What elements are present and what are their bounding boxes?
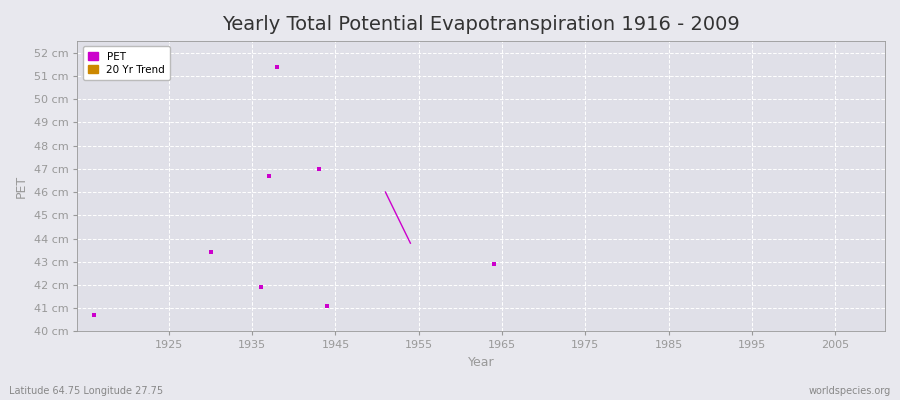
Point <box>203 249 218 256</box>
Y-axis label: PET: PET <box>15 175 28 198</box>
Legend: PET, 20 Yr Trend: PET, 20 Yr Trend <box>83 46 170 80</box>
Text: Latitude 64.75 Longitude 27.75: Latitude 64.75 Longitude 27.75 <box>9 386 163 396</box>
Point <box>270 64 284 70</box>
Point <box>86 312 101 318</box>
Title: Yearly Total Potential Evapotranspiration 1916 - 2009: Yearly Total Potential Evapotranspiratio… <box>222 15 740 34</box>
Point <box>487 261 501 267</box>
Point <box>262 173 276 179</box>
Point <box>253 284 267 290</box>
X-axis label: Year: Year <box>468 356 494 369</box>
Text: worldspecies.org: worldspecies.org <box>809 386 891 396</box>
Point <box>311 166 326 172</box>
Point <box>320 303 334 309</box>
